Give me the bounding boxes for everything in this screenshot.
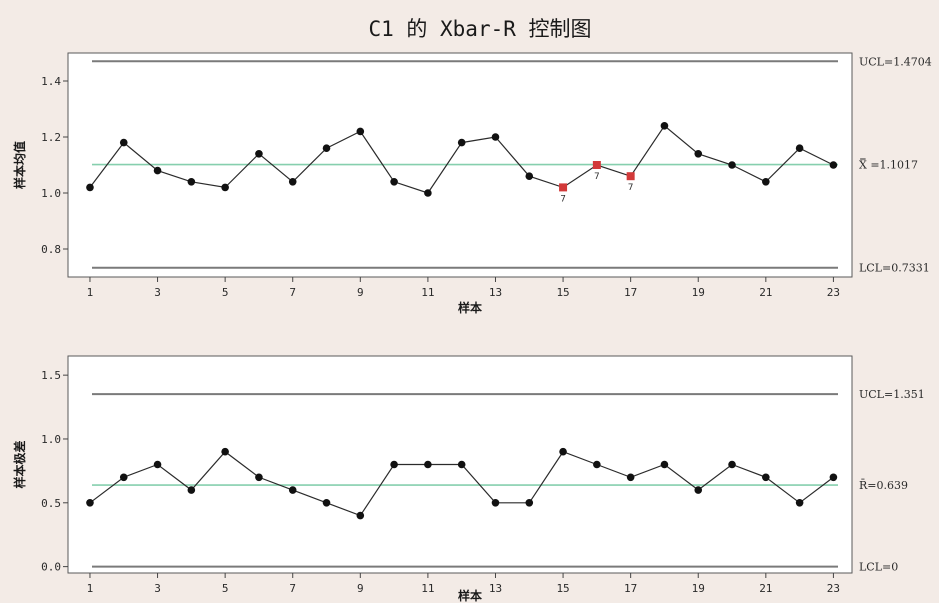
data-point	[491, 498, 500, 507]
y-tick-label: 0.5	[41, 497, 61, 510]
flagged-point	[559, 183, 568, 192]
data-point	[390, 460, 398, 469]
chart-title: C1 的 Xbar-R 控制图	[368, 17, 591, 41]
xbar-panel: UCL=1.4704 X̿ =1.1017 LCL=0.7331 0.8 1.0 1.2 1…	[12, 52, 932, 315]
x-tick-label: 5	[222, 582, 229, 595]
x-tick-label: 21	[759, 582, 772, 595]
x-tick-label: 3	[154, 286, 161, 299]
data-point	[762, 178, 770, 186]
y-tick-label: 1.2	[41, 131, 61, 144]
data-point	[829, 473, 838, 482]
x-tick-label: 23	[827, 286, 840, 299]
data-point	[660, 460, 669, 469]
flag-label: 7	[560, 194, 566, 204]
data-point	[119, 473, 128, 482]
x-tick-label: 19	[692, 286, 705, 299]
x-tick-label: 15	[556, 286, 569, 299]
x-tick-label: 19	[692, 582, 705, 595]
data-point	[153, 460, 162, 469]
x-axis-title: 样本	[458, 300, 482, 315]
data-point	[795, 144, 804, 152]
data-point	[221, 183, 229, 192]
x-tick-label: 13	[489, 286, 502, 299]
y-tick-label: 0.0	[41, 561, 61, 574]
flagged-point	[592, 161, 601, 169]
y-tick-label: 1.5	[41, 369, 61, 382]
ucl-label: UCL=1.4704	[859, 55, 932, 68]
data-point	[356, 127, 365, 136]
data-point	[153, 166, 162, 175]
data-point	[86, 498, 94, 507]
ucl-label: UCL=1.351	[859, 388, 925, 401]
y-tick-label: 1.0	[41, 187, 61, 200]
x-tick-label: 23	[827, 582, 840, 595]
flag-label: 7	[628, 183, 634, 193]
center-label: R̄=0.639	[859, 479, 908, 492]
data-point	[187, 486, 196, 494]
data-point	[119, 138, 128, 147]
x-tick-label: 15	[556, 582, 569, 595]
x-tick-label: 13	[489, 582, 502, 595]
center-label: X̿ =1.1017	[859, 159, 918, 172]
data-point	[795, 498, 804, 507]
data-point	[255, 473, 263, 482]
y-tick-label: 1.0	[41, 433, 61, 446]
data-point	[457, 460, 466, 469]
data-point	[694, 150, 703, 158]
x-tick-label: 17	[624, 286, 637, 299]
lcl-label: LCL=0.7331	[859, 262, 930, 275]
y-axis-title: 样本均值	[12, 141, 27, 189]
data-point	[829, 161, 838, 169]
data-point	[559, 447, 567, 456]
x-axis-title: 样本	[458, 588, 482, 603]
y-tick-label: 0.8	[41, 243, 61, 256]
data-point	[322, 144, 331, 152]
data-point	[626, 473, 635, 482]
x-tick-label: 7	[289, 582, 296, 595]
x-tick-label: 21	[759, 286, 772, 299]
lcl-label: LCL=0	[859, 561, 898, 574]
data-point	[86, 183, 94, 192]
x-tick-label: 11	[421, 582, 434, 595]
data-point	[593, 460, 601, 469]
flagged-point	[626, 172, 635, 181]
data-point	[728, 460, 736, 469]
data-point	[322, 498, 331, 507]
data-point	[457, 138, 466, 147]
x-tick-label: 3	[154, 582, 161, 595]
flag-label: 7	[594, 172, 600, 182]
data-point	[187, 178, 196, 186]
data-point	[424, 460, 432, 469]
data-point	[762, 473, 770, 482]
y-axis-title: 样本极差	[12, 440, 27, 488]
x-tick-label: 1	[87, 286, 94, 299]
x-tick-label: 9	[357, 582, 364, 595]
x-tick-label: 1	[87, 582, 94, 595]
data-point	[728, 161, 736, 169]
x-tick-label: 7	[289, 286, 296, 299]
data-point	[694, 486, 703, 494]
x-tick-label: 5	[222, 286, 229, 299]
data-point	[356, 511, 365, 520]
y-tick-label: 1.4	[41, 75, 61, 88]
data-point	[288, 178, 297, 186]
data-point	[491, 133, 500, 141]
data-point	[221, 447, 229, 456]
data-point	[255, 150, 263, 158]
data-point	[424, 189, 432, 197]
x-tick-label: 17	[624, 582, 637, 595]
data-point	[525, 172, 534, 180]
x-tick-label: 9	[357, 286, 364, 299]
x-tick-label: 11	[421, 286, 434, 299]
data-point	[660, 122, 669, 130]
data-point	[288, 486, 297, 494]
data-point	[390, 178, 398, 186]
data-point	[525, 498, 534, 507]
